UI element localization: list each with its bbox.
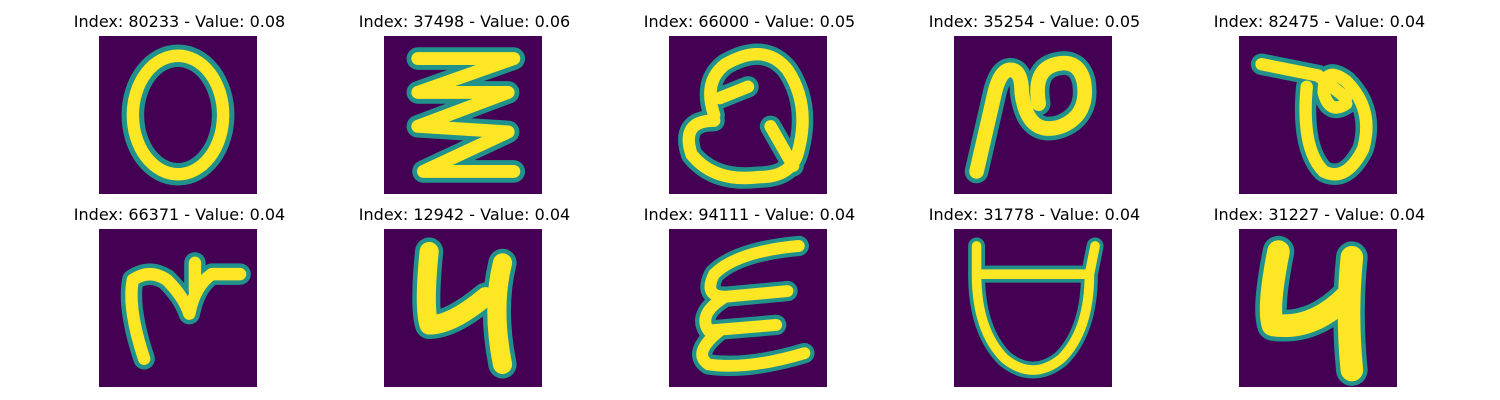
sample-title: Index: 82475 - Value: 0.04 — [1213, 12, 1426, 31]
sample-title: Index: 35254 - Value: 0.05 — [928, 12, 1141, 31]
sample-image-cup — [954, 229, 1112, 387]
sample-title: Index: 80233 - Value: 0.08 — [73, 12, 286, 31]
sample-panel: Index: 66000 - Value: 0.05 — [607, 12, 892, 202]
sample-image-zigzag — [384, 36, 542, 194]
sample-title: Index: 12942 - Value: 0.04 — [358, 205, 571, 224]
sample-title: Index: 37498 - Value: 0.06 — [358, 12, 571, 31]
sample-title: Index: 66371 - Value: 0.04 — [73, 205, 286, 224]
sample-image-ellipse — [99, 36, 257, 194]
sample-panel: Index: 12942 - Value: 0.04 — [322, 205, 607, 395]
sample-title: Index: 31778 - Value: 0.04 — [928, 205, 1141, 224]
sample-panel: Index: 31778 - Value: 0.04 — [892, 205, 1177, 395]
sample-panel: Index: 94111 - Value: 0.04 — [607, 205, 892, 395]
sample-panel: Index: 82475 - Value: 0.04 — [1177, 12, 1462, 202]
sample-title: Index: 94111 - Value: 0.04 — [643, 205, 856, 224]
sample-panel: Index: 80233 - Value: 0.08 — [37, 12, 322, 202]
sample-image-q-loop — [669, 36, 827, 194]
sample-panel: Index: 66371 - Value: 0.04 — [37, 205, 322, 395]
sample-image-r-cross — [99, 229, 257, 387]
sample-panel: Index: 31227 - Value: 0.04 — [1177, 205, 1462, 395]
sample-image-theta — [1239, 36, 1397, 194]
sample-image-h-like — [384, 229, 542, 387]
sample-panel: Index: 35254 - Value: 0.05 — [892, 12, 1177, 202]
sample-panel: Index: 37498 - Value: 0.06 — [322, 12, 607, 202]
sample-image-epsilon — [669, 229, 827, 387]
sample-title: Index: 31227 - Value: 0.04 — [1213, 205, 1426, 224]
sample-image-n-loop — [954, 36, 1112, 194]
sample-image-h-like-2 — [1239, 229, 1397, 387]
sample-title: Index: 66000 - Value: 0.05 — [643, 12, 856, 31]
